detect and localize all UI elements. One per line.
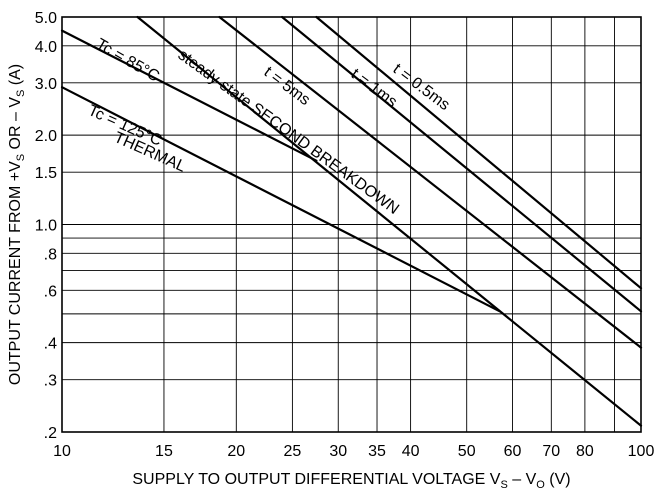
curve-labels: Tc = 85°C steady state SECOND BREAKDOWNt … <box>85 36 452 218</box>
x-axis-label-sub-s: S <box>500 479 507 491</box>
x-tick-labels: 10 15 20 25 30 35 40 50 60 70 80 100 <box>53 443 654 460</box>
y-tick-label: .3 <box>44 373 57 390</box>
y-tick-label: 1.0 <box>35 218 57 235</box>
y-tick-label: .4 <box>44 336 57 353</box>
x-tick-label: 60 <box>504 443 522 460</box>
y-tick-label: .2 <box>44 425 57 442</box>
x-axis-label-minus: – V <box>508 471 537 488</box>
series-line-steady <box>136 15 643 427</box>
x-axis-label-text: SUPPLY TO OUTPUT DIFFERENTIAL VOLTAGE V <box>132 471 500 488</box>
x-axis-label-sub-o: O <box>536 479 545 491</box>
x-tick-label: 10 <box>53 443 71 460</box>
x-tick-label: 35 <box>368 443 386 460</box>
x-tick-label: 100 <box>628 443 655 460</box>
y-axis-label-sub-s2: S <box>15 90 27 97</box>
x-tick-label: 50 <box>458 443 476 460</box>
y-tick-label: 5.0 <box>35 10 57 27</box>
x-tick-label: 80 <box>576 443 594 460</box>
series-line-tc85 <box>60 29 318 162</box>
x-axis-label-unit: (V) <box>545 471 571 488</box>
y-axis-label: OUTPUT CURRENT FROM +VS OR – VS (A) <box>7 64 27 385</box>
y-tick-label: 1.5 <box>35 165 57 182</box>
x-tick-label: 20 <box>227 443 245 460</box>
label-tc85: Tc = 85°C <box>93 36 162 86</box>
y-axis-label-unit: (A) <box>7 64 24 90</box>
y-axis-label-text: OUTPUT CURRENT FROM +V <box>7 161 24 385</box>
series-line-tc125 <box>60 86 501 313</box>
y-axis-label-mid: OR – V <box>7 97 24 154</box>
series-line-t05ms <box>315 15 643 290</box>
y-tick-label: .8 <box>44 246 57 263</box>
x-tick-label: 40 <box>402 443 420 460</box>
y-tick-label: 4.0 <box>35 39 57 56</box>
x-tick-label: 15 <box>155 443 173 460</box>
y-tick-label: 3.0 <box>35 76 57 93</box>
x-axis-label: SUPPLY TO OUTPUT DIFFERENTIAL VOLTAGE VS… <box>132 471 570 491</box>
plot-frame <box>61 16 642 433</box>
series-line-t1ms <box>281 15 643 313</box>
series-line-t5ms <box>218 15 643 349</box>
y-tick-labels: .2 .3 .4 .6 .8 1.0 1.5 2.0 3.0 4.0 5.0 <box>35 10 57 442</box>
y-tick-label: 2.0 <box>35 128 57 145</box>
x-tick-label: 70 <box>542 443 560 460</box>
y-axis-label-sub-s1: S <box>15 154 27 161</box>
x-tick-label: 25 <box>284 443 302 460</box>
series-group <box>60 15 643 427</box>
y-tick-label: .6 <box>44 283 57 300</box>
x-tick-label: 30 <box>329 443 347 460</box>
